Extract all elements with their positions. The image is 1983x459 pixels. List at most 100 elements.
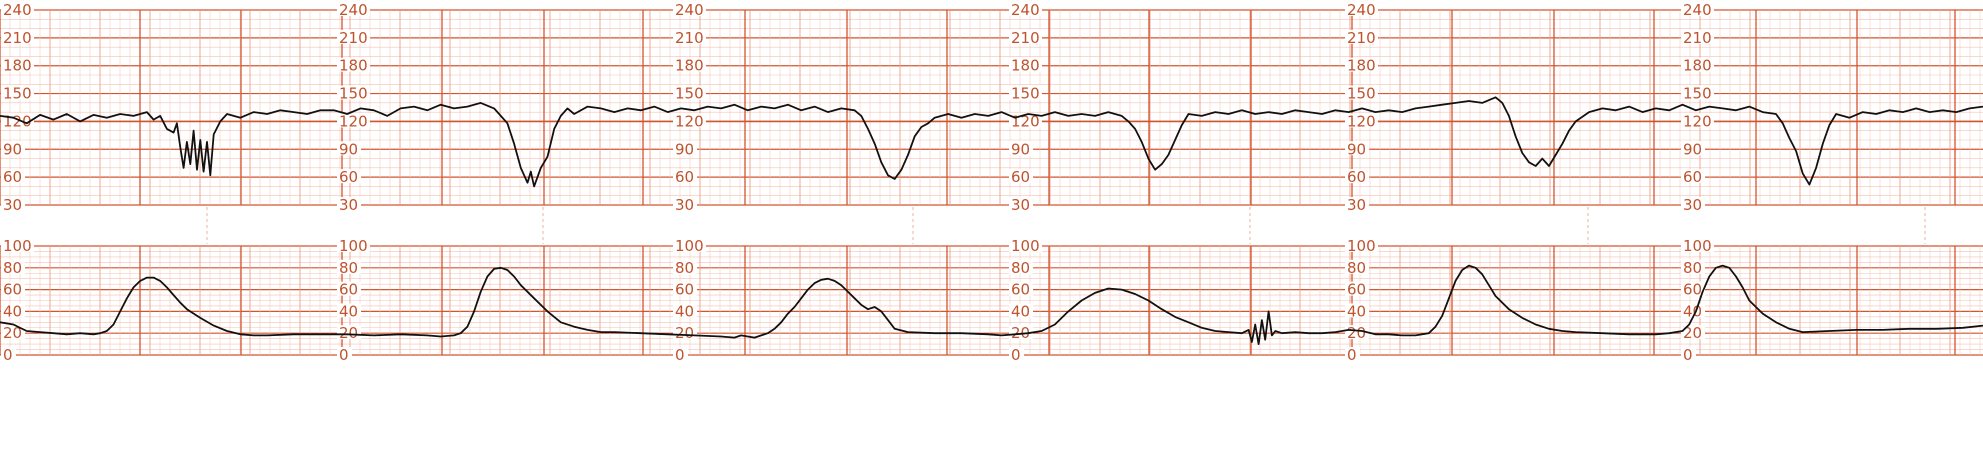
fhr-label-bg	[673, 29, 706, 44]
fhr-label-bg	[337, 197, 361, 211]
toco-label-bg	[337, 281, 361, 296]
fhr-tick-label: 180	[3, 57, 32, 75]
toco-grid	[0, 245, 1983, 356]
toco-label-bg	[673, 238, 706, 252]
toco-label-bg	[673, 303, 697, 318]
toco-tick-label: 80	[1683, 259, 1702, 277]
toco-label-bg	[1009, 347, 1024, 361]
fhr-tick-label: 120	[1347, 112, 1376, 130]
fhr-tick-label: 150	[3, 85, 32, 103]
toco-label-bg	[337, 259, 361, 274]
fhr-tick-label: 90	[339, 140, 358, 158]
fhr-tick-label: 30	[1683, 196, 1702, 214]
toco-tick-label: 80	[1347, 259, 1366, 277]
fhr-tick-label: 210	[675, 29, 704, 47]
toco-tick-label: 100	[1347, 237, 1376, 255]
toco-label-bg	[337, 325, 361, 340]
fhr-label-bg	[1345, 197, 1369, 211]
panel-gap	[206, 207, 1926, 244]
fhr-label-bg	[673, 85, 706, 100]
fhr-tick-label: 180	[1011, 57, 1040, 75]
fhr-label-bg	[1345, 2, 1378, 16]
fhr-panel: 30 60 90 120 150 180 210 240 30 60 90 120 150 180 210 2…	[0, 1, 1983, 214]
toco-tick-label: 40	[675, 302, 694, 320]
toco-tick-label: 100	[1683, 237, 1712, 255]
fhr-tick-label: 60	[675, 168, 694, 186]
fhr-label-bg	[337, 29, 370, 44]
fhr-label-bg	[673, 197, 697, 211]
toco-label-bg	[1681, 238, 1714, 252]
fhr-label-bg	[337, 85, 370, 100]
toco-tick-label: 0	[1683, 346, 1693, 364]
fhr-label-bg	[1009, 197, 1033, 211]
fhr-tick-label: 180	[339, 57, 368, 75]
toco-label-bg	[1681, 303, 1705, 318]
toco-label-bg	[1, 325, 25, 340]
fhr-tick-label: 240	[675, 1, 704, 19]
fhr-tick-label: 150	[1683, 85, 1712, 103]
toco-label-bg	[1, 281, 25, 296]
fhr-label-bg	[1009, 29, 1042, 44]
fhr-label-bg	[1681, 29, 1714, 44]
fhr-label-bg	[1, 57, 34, 72]
toco-tick-label: 80	[1011, 259, 1030, 277]
toco-label-bg	[1345, 281, 1369, 296]
fhr-label-bg	[1009, 141, 1033, 156]
toco-tick-label: 60	[1011, 281, 1030, 299]
fhr-label-bg	[1345, 141, 1369, 156]
fhr-label-bg	[1, 169, 25, 184]
toco-label-bg	[1, 238, 34, 252]
fhr-label-bg	[1, 141, 25, 156]
fhr-tick-label: 180	[1683, 57, 1712, 75]
fhr-label-bg	[337, 169, 361, 184]
fhr-tick-label: 90	[1347, 140, 1366, 158]
toco-label-bg	[1345, 325, 1369, 340]
toco-tick-label: 100	[1011, 237, 1040, 255]
fhr-label-bg	[1009, 85, 1042, 100]
fhr-tick-label: 60	[1683, 168, 1702, 186]
toco-label-bg	[1345, 347, 1360, 361]
fhr-trace-group	[0, 96, 1983, 188]
toco-tick-label: 60	[1347, 281, 1366, 299]
toco-label-bg	[1345, 238, 1378, 252]
fhr-tick-label: 30	[1011, 196, 1030, 214]
fhr-label-bg	[337, 141, 361, 156]
fhr-tick-label: 240	[1683, 1, 1712, 19]
fhr-tick-label: 210	[1011, 29, 1040, 47]
toco-label-bg	[1, 347, 16, 361]
toco-label-bg	[1681, 259, 1705, 274]
toco-label-bg	[1681, 325, 1705, 340]
fhr-label-bg	[673, 57, 706, 72]
fhr-label-bg	[1009, 2, 1042, 16]
toco-tick-label: 60	[339, 281, 358, 299]
fhr-tick-label: 120	[1683, 112, 1712, 130]
toco-tick-label: 80	[3, 259, 22, 277]
fhr-tick-label: 240	[3, 1, 32, 19]
fhr-label-bg	[1681, 2, 1714, 16]
toco-tick-label: 100	[339, 237, 368, 255]
toco-label-bg	[1009, 238, 1042, 252]
toco-tick-label: 20	[675, 324, 694, 342]
fhr-label-bg	[1, 2, 34, 16]
fhr-tick-label: 150	[339, 85, 368, 103]
toco-label-bg	[1, 259, 25, 274]
fhr-tick-label: 30	[1347, 196, 1366, 214]
toco-tick-label: 20	[1683, 324, 1702, 342]
fhr-label-bg	[1681, 141, 1705, 156]
fhr-label-bg	[1, 29, 34, 44]
fhr-tick-label: 210	[3, 29, 32, 47]
fhr-label-bg	[1681, 57, 1714, 72]
toco-label-bg	[1, 303, 25, 318]
fhr-tick-labels: 30 60 90 120 150 180 210 240 30 60 90 120 150 180 210 2…	[1, 1, 1714, 214]
toco-label-bg	[1009, 259, 1033, 274]
fhr-label-bg	[1681, 85, 1714, 100]
toco-tick-label: 0	[1011, 346, 1021, 364]
toco-label-bg	[1009, 325, 1033, 340]
toco-label-bg	[337, 238, 370, 252]
toco-tick-label: 60	[675, 281, 694, 299]
toco-tick-label: 80	[675, 259, 694, 277]
toco-tick-label: 20	[3, 324, 22, 342]
toco-tick-label: 0	[675, 346, 685, 364]
toco-tick-label: 60	[1683, 281, 1702, 299]
